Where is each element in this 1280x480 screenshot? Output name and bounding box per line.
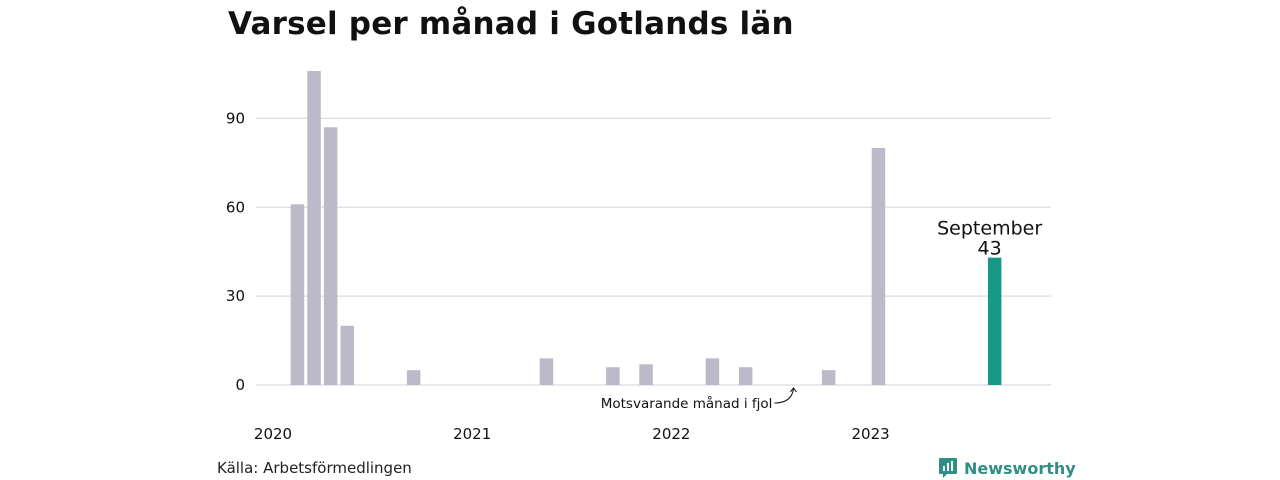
gridlines xyxy=(256,117,1051,386)
highlight-label-name: September xyxy=(937,218,1042,240)
y-axis-ticks: 0 30 60 90 xyxy=(226,109,245,394)
chart-title: Varsel per månad i Gotlands län xyxy=(228,6,794,42)
annotation-text: Motsvarande månad i fjol xyxy=(601,395,773,412)
bars xyxy=(290,71,1002,385)
x-axis-ticks: 2020 2021 2022 2023 xyxy=(254,425,890,443)
x-tick-label: 2021 xyxy=(453,425,491,443)
brand-name: Newsworthy xyxy=(964,458,1076,478)
y-tick-label: 0 xyxy=(235,376,245,394)
y-tick-label: 90 xyxy=(226,109,245,127)
bar xyxy=(290,204,305,385)
bar xyxy=(871,148,886,385)
brand-logo[interactable]: Newsworthy xyxy=(938,456,1076,480)
bar-highlight xyxy=(987,257,1002,385)
bar xyxy=(323,127,338,385)
bar xyxy=(539,358,554,385)
bar xyxy=(340,325,354,385)
x-tick-label: 2020 xyxy=(254,425,292,443)
y-tick-label: 30 xyxy=(226,287,245,305)
annotation-arrow xyxy=(774,388,794,404)
y-tick-label: 60 xyxy=(226,198,245,216)
bar xyxy=(406,370,421,385)
newsworthy-logo-icon xyxy=(939,458,957,478)
source-credit: Källa: Arbetsförmedlingen xyxy=(217,459,412,477)
bar xyxy=(738,367,753,385)
annotation-arrowhead xyxy=(790,387,797,393)
bar xyxy=(705,358,720,385)
bar xyxy=(821,370,836,385)
x-tick-label: 2022 xyxy=(652,425,690,443)
x-tick-label: 2023 xyxy=(852,425,890,443)
bar xyxy=(307,71,321,385)
highlight-label-value: 43 xyxy=(978,238,1002,260)
bar xyxy=(606,367,620,385)
bar xyxy=(639,364,653,385)
